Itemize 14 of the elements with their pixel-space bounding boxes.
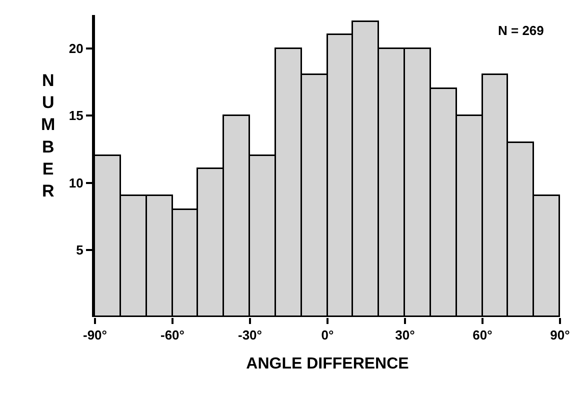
- x-tick-label: 60°: [472, 328, 492, 343]
- x-tick-label: 30°: [395, 328, 415, 343]
- x-tick-label: -30°: [238, 328, 262, 343]
- x-axis-title: ANGLE DIFFERENCE: [246, 355, 410, 372]
- y-axis-title: NUMBER: [41, 71, 56, 200]
- y-tick-label: 5: [76, 242, 84, 258]
- x-tick-label: -90°: [83, 328, 107, 343]
- x-tick-label: 90°: [550, 328, 570, 343]
- y-tick-label: 20: [68, 41, 84, 56]
- y-tick-label: 15: [68, 108, 84, 124]
- annotation: N = 269: [498, 23, 544, 38]
- y-tick-label: 10: [68, 175, 84, 190]
- x-tick-label: 0°: [321, 328, 334, 343]
- x-tick-label: -60°: [160, 328, 184, 343]
